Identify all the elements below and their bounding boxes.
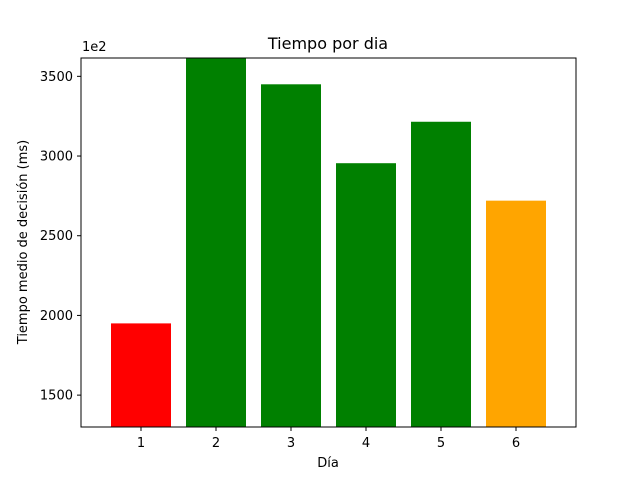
bar-day-2 bbox=[186, 58, 246, 427]
y-tick-label: 2500 bbox=[40, 229, 73, 244]
y-ticks: 1500 2000 2500 3000 3500 bbox=[40, 70, 81, 404]
x-tick-label: 1 bbox=[137, 436, 145, 451]
y-tick-label: 2000 bbox=[40, 309, 73, 324]
x-tick-label: 2 bbox=[212, 436, 220, 451]
y-offset-text: 1e2 bbox=[82, 40, 107, 55]
y-axis-label: Tiempo medio de decisión (ms) bbox=[16, 140, 31, 345]
x-ticks: 1 2 3 4 5 6 bbox=[137, 427, 520, 451]
y-tick-label: 3000 bbox=[40, 150, 73, 165]
bar-day-6 bbox=[486, 200, 546, 427]
x-tick-label: 6 bbox=[512, 436, 520, 451]
bar-day-1 bbox=[111, 323, 171, 427]
x-tick-label: 4 bbox=[362, 436, 370, 451]
chart-title: Tiempo por dia bbox=[267, 34, 388, 53]
bars bbox=[111, 58, 546, 427]
bar-day-4 bbox=[336, 163, 396, 427]
x-axis-label: Día bbox=[317, 456, 339, 471]
y-tick-label: 3500 bbox=[40, 70, 73, 85]
y-tick-label: 1500 bbox=[40, 389, 73, 404]
bar-day-3 bbox=[261, 84, 321, 427]
bar-day-5 bbox=[411, 121, 471, 427]
x-tick-label: 3 bbox=[287, 436, 295, 451]
x-tick-label: 5 bbox=[437, 436, 445, 451]
plot-frame bbox=[80, 57, 577, 428]
